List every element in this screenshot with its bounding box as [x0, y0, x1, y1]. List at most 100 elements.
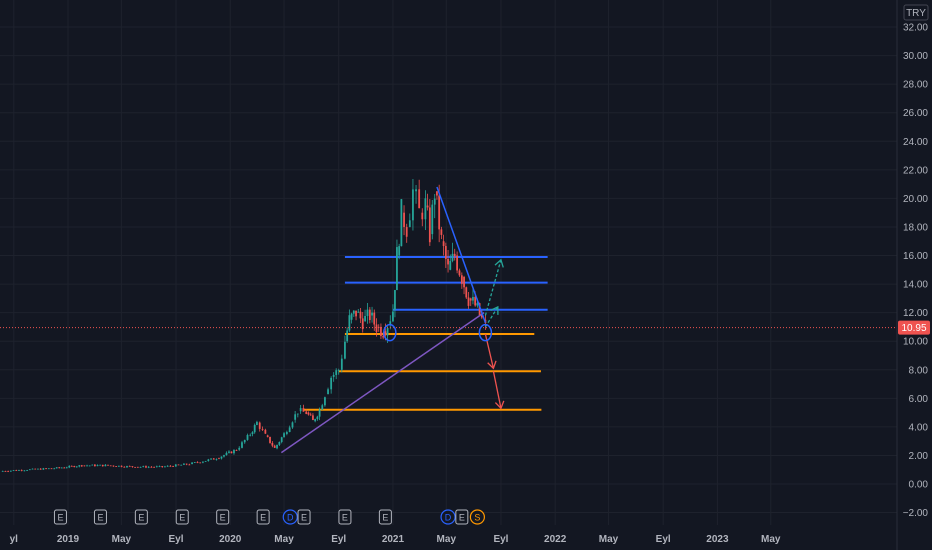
- candle-body: [70, 465, 73, 467]
- candle-body: [199, 462, 202, 464]
- candle-body: [405, 227, 408, 237]
- x-tick-label: May: [112, 534, 132, 545]
- candle-body: [166, 465, 169, 467]
- y-tick-label: 4.00: [909, 422, 929, 433]
- candle-body: [253, 425, 256, 433]
- candle-body: [273, 445, 276, 448]
- candle-body: [126, 466, 128, 468]
- candle-body: [302, 408, 305, 412]
- candle-body: [438, 195, 441, 230]
- earnings-marker[interactable]: E: [455, 509, 469, 525]
- candle-body: [269, 436, 271, 443]
- candle-body: [380, 326, 382, 337]
- candle-body: [223, 455, 225, 457]
- split-marker[interactable]: S: [469, 509, 485, 525]
- earnings-marker[interactable]: E: [338, 509, 352, 525]
- candle-body: [344, 341, 346, 359]
- candle-body: [480, 315, 483, 318]
- arrow-head: [487, 360, 497, 370]
- highlight-ellipse: [478, 323, 493, 342]
- candle-body: [346, 330, 349, 342]
- event-label: D: [287, 512, 294, 522]
- x-tick-label: 2020: [219, 534, 242, 545]
- earnings-marker[interactable]: E: [175, 509, 189, 525]
- dividend-marker[interactable]: D: [282, 509, 298, 525]
- earnings-badge: [175, 509, 189, 525]
- highlight-ellipse: [383, 323, 397, 342]
- event-label: E: [220, 512, 226, 522]
- candle-body: [384, 331, 387, 336]
- candle-body: [161, 466, 164, 467]
- price-axis[interactable]: −2.00 0.00 2.00 4.00 6.00 8.00 10.00 12.00 14.00…: [903, 23, 929, 520]
- candle-body: [415, 189, 417, 192]
- candle-body: [278, 441, 281, 445]
- candle-body: [299, 408, 302, 412]
- candle-body: [23, 470, 26, 472]
- candle-body: [37, 468, 39, 470]
- candle-body: [305, 411, 308, 414]
- candle-body: [258, 422, 261, 429]
- earnings-marker[interactable]: E: [93, 509, 107, 525]
- candle-body: [68, 465, 71, 468]
- candle-body: [172, 466, 174, 467]
- candle-body: [266, 435, 269, 437]
- candle-body: [436, 191, 438, 196]
- earnings-marker[interactable]: E: [297, 509, 311, 525]
- candle-body: [112, 465, 115, 467]
- earnings-badge: [297, 509, 311, 525]
- candle-body: [12, 470, 15, 472]
- projection-arrow: [492, 371, 502, 409]
- candle-body: [220, 456, 223, 459]
- candle-body: [424, 198, 427, 220]
- trend-line: [436, 186, 487, 323]
- candle-body: [18, 470, 20, 471]
- y-tick-label: 32.00: [903, 23, 928, 34]
- candle-body: [294, 414, 297, 420]
- earnings-marker[interactable]: E: [256, 509, 270, 525]
- candle-body: [215, 459, 218, 461]
- earnings-marker[interactable]: E: [134, 509, 148, 525]
- candle-body: [408, 220, 411, 227]
- y-tick-label: 14.00: [903, 280, 928, 291]
- candle-body: [142, 466, 145, 467]
- candle-body: [134, 466, 137, 468]
- dividend-marker[interactable]: D: [440, 509, 456, 525]
- candle-body: [233, 450, 235, 454]
- candle-body: [465, 287, 468, 298]
- candle-body: [400, 199, 403, 247]
- earnings-marker[interactable]: E: [216, 509, 230, 525]
- y-tick-label: 10.00: [903, 337, 928, 348]
- candle-body: [177, 464, 180, 466]
- candle-body: [212, 458, 215, 460]
- candle-body: [123, 466, 126, 468]
- candle-body: [296, 413, 299, 415]
- candle-body: [431, 204, 434, 235]
- candle-body: [271, 442, 274, 446]
- split-badge: [469, 509, 485, 525]
- candle-body: [86, 465, 88, 467]
- earnings-marker[interactable]: E: [53, 509, 67, 525]
- candle-body: [280, 437, 283, 442]
- candle-body: [373, 312, 376, 325]
- dividend-badge: [440, 509, 456, 525]
- candle-body: [428, 207, 431, 243]
- candle-body: [185, 463, 188, 465]
- candle-body: [210, 458, 212, 460]
- x-tick-label: May: [761, 534, 781, 545]
- dividend-badge: [282, 509, 298, 525]
- time-axis[interactable]: yl 2019 May Eyl 2020 May Eyl 2021 May Eyl 2022 May E…: [10, 534, 781, 545]
- x-tick-label: Eyl: [493, 534, 508, 545]
- candle-body: [28, 469, 31, 471]
- y-tick-label: 2.00: [909, 451, 929, 462]
- candle-body: [107, 464, 109, 466]
- candle-body: [188, 464, 191, 466]
- earnings-marker[interactable]: E: [378, 509, 392, 525]
- candle-body: [174, 464, 177, 467]
- candle-body: [321, 405, 324, 410]
- candle-body: [412, 189, 414, 221]
- candle-body: [447, 258, 449, 265]
- trend-drawings[interactable]: [280, 186, 505, 454]
